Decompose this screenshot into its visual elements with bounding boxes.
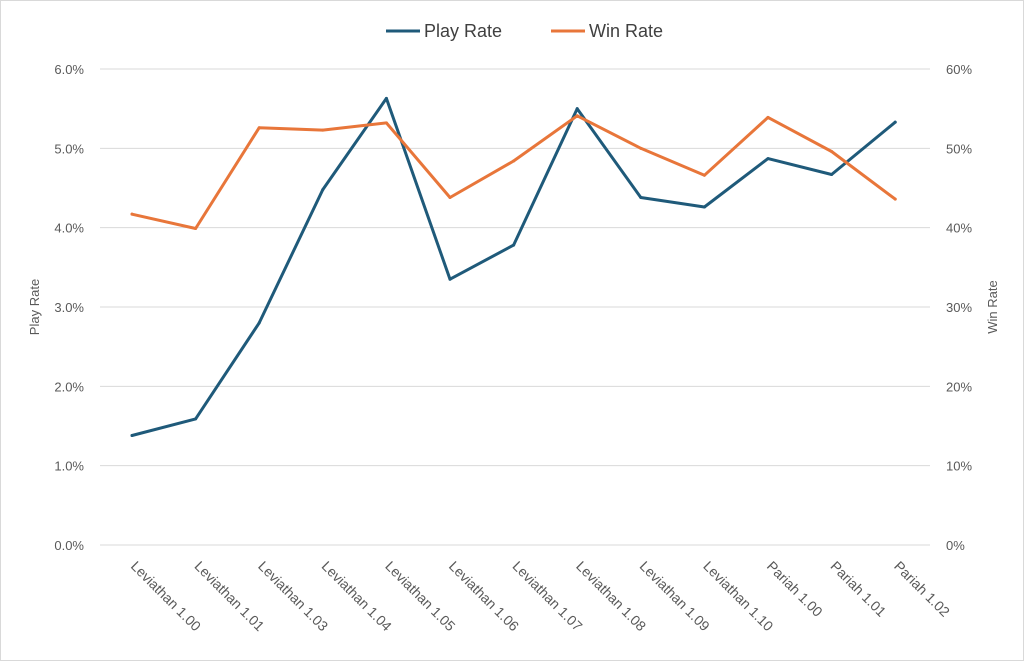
play-rate-point [321,188,325,192]
x-tick-label: Pariah 1.01 [827,558,889,620]
win-rate-point [194,226,198,230]
win-rate-point [384,121,388,125]
right-tick-label: 50% [946,141,972,156]
play-rate-point [575,107,579,111]
play-rate-point [130,434,134,438]
right-axis-ticks: 0% 10% 20% 30% 40% 50% 60% [946,62,972,553]
play-rate-point [830,173,834,177]
left-tick-label: 2.0% [54,379,84,394]
series-lines [130,96,897,438]
legend: Play Rate Win Rate [386,21,663,41]
win-rate-point [893,197,897,201]
win-rate-point [639,146,643,150]
play-rate-point [257,321,261,325]
right-tick-label: 0% [946,538,965,553]
win-rate-point [575,114,579,118]
win-rate-point [830,150,834,154]
win-rate-legend-label: Win Rate [589,21,663,41]
gridlines [100,68,930,546]
play-rate-point [194,417,198,421]
left-tick-label: 5.0% [54,141,84,156]
play-rate-point [512,243,516,247]
win-rate-point [702,173,706,177]
win-rate-point [130,212,134,216]
left-tick-label: 1.0% [54,459,84,474]
right-tick-label: 20% [946,379,972,394]
right-tick-label: 30% [946,300,972,315]
x-tick-label: Pariah 1.02 [891,558,953,620]
play-rate-point [384,96,388,100]
win-rate-point [512,159,516,163]
play-rate-point [766,157,770,161]
x-tick-label: Pariah 1.00 [764,558,826,620]
right-tick-label: 10% [946,459,972,474]
play-rate-point [448,277,452,281]
right-axis-title: Win Rate [985,280,1000,333]
left-axis-ticks: 0.0% 1.0% 2.0% 3.0% 4.0% 5.0% 6.0% [54,62,84,553]
left-tick-label: 6.0% [54,62,84,77]
left-axis-title: Play Rate [27,279,42,335]
right-tick-label: 40% [946,221,972,236]
left-tick-label: 3.0% [54,300,84,315]
left-tick-label: 0.0% [54,538,84,553]
right-tick-label: 60% [946,62,972,77]
play-rate-point [702,205,706,209]
win-rate-point [321,128,325,132]
play-rate-legend-label: Play Rate [424,21,502,41]
play-rate-point [639,196,643,200]
win-rate-point [448,196,452,200]
left-tick-label: 4.0% [54,221,84,236]
win-rate-line [130,114,897,230]
win-rate-point [257,126,261,130]
play-rate-point [893,120,897,124]
win-rate-point [766,115,770,119]
